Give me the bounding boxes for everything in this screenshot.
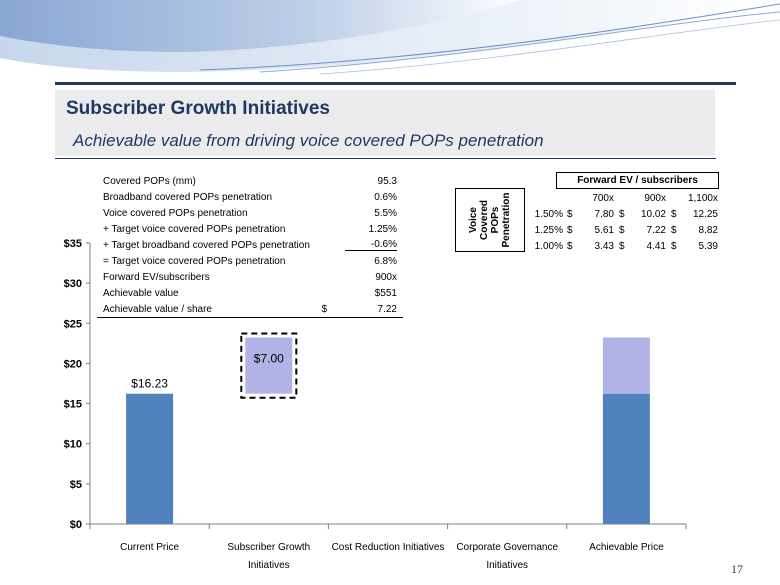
- row-value: $551: [374, 287, 397, 299]
- table-row: Broadband covered POPs penetration 0.6%: [97, 189, 403, 205]
- cell-value: 3.43: [594, 240, 614, 252]
- header-rule-top: [55, 82, 736, 85]
- table-row: + Target voice covered POPs penetration …: [97, 221, 403, 237]
- table-row: 1.00% $3.43 $4.41 $5.39: [527, 238, 723, 254]
- cell-value: 8.82: [698, 224, 718, 236]
- row-label: Achievable value / share: [97, 301, 322, 318]
- y-tick-label: $35: [64, 238, 82, 250]
- bar: [602, 393, 650, 524]
- header-rule-bottom: [55, 158, 716, 159]
- row-value: 1.25%: [368, 223, 397, 235]
- table-row: Voice covered POPs penetration 5.5%: [97, 205, 403, 221]
- table-row: Achievable value $551: [97, 285, 403, 301]
- table-row: = Target voice covered POPs penetration …: [97, 253, 403, 269]
- x-tick-label: Initiatives: [248, 560, 290, 571]
- y-tick-label: $25: [64, 318, 82, 330]
- row-label: Broadband covered POPs penetration: [103, 191, 272, 203]
- header-swoosh-graphic: [0, 0, 780, 75]
- data-label: $7.00: [254, 352, 284, 366]
- row-value: 95.3: [377, 175, 397, 187]
- row-label: Voice covered POPs penetration: [103, 207, 248, 219]
- title-panel: [55, 90, 715, 156]
- row-pct: 1.00%: [534, 240, 563, 252]
- row-pct: 1.50%: [534, 208, 563, 220]
- x-tick-label: Corporate Governance: [456, 542, 558, 553]
- y-tick-label: $30: [64, 278, 82, 290]
- x-tick-label: Cost Reduction Initiatives: [332, 542, 445, 553]
- x-tick-label: Current Price: [120, 542, 179, 553]
- row-value: -0.6%: [336, 237, 404, 253]
- y-tick-label: $10: [64, 439, 82, 451]
- cell-value: 4.41: [646, 240, 666, 252]
- column-header: 700x: [592, 192, 614, 204]
- row-label: + Target voice covered POPs penetration: [103, 223, 286, 235]
- column-header: 1,100x: [687, 192, 718, 204]
- penetration-label-box: [455, 188, 525, 252]
- x-tick-label: Subscriber Growth: [227, 542, 310, 553]
- cell-value: 10.02: [640, 208, 666, 220]
- y-tick-label: $0: [70, 519, 82, 531]
- row-pct: 1.25%: [534, 224, 563, 236]
- row-value: 6.8%: [374, 255, 397, 267]
- page-subtitle: Achievable value from driving voice cove…: [73, 131, 544, 150]
- y-tick-label: $5: [70, 479, 82, 491]
- ev-header-box: [556, 172, 719, 189]
- ev-header: Forward EV / subscribers: [577, 175, 698, 186]
- row-label: Forward EV/subscribers: [103, 271, 210, 283]
- cell-value: 5.39: [698, 240, 718, 252]
- table-header-row: 700x 900x 1,100x: [527, 190, 723, 206]
- table-row: Achievable value / share $ 7.22: [97, 301, 403, 318]
- row-value: 5.5%: [374, 207, 397, 219]
- row-label: = Target voice covered POPs penetration: [103, 255, 286, 267]
- y-tick-label: $15: [64, 399, 82, 411]
- row-label: Covered POPs (mm): [103, 175, 196, 187]
- cell-value: 12.25: [692, 208, 718, 220]
- column-header: 900x: [644, 192, 666, 204]
- table-row: Covered POPs (mm) 95.3: [97, 173, 403, 189]
- x-tick-label: Achievable Price: [589, 542, 664, 553]
- highlight-dashed-box: [240, 332, 298, 399]
- cell-value: 5.61: [594, 224, 614, 236]
- y-tick-label: $20: [64, 358, 82, 370]
- assumptions-table: Covered POPs (mm) 95.3 Broadband covered…: [97, 173, 403, 318]
- row-label: Achievable value: [103, 287, 179, 299]
- row-value: 900x: [375, 271, 397, 283]
- table-row: + Target broadband covered POPs penetrat…: [97, 237, 403, 253]
- penetration-axis-label: Voice Covered POPs Penetration: [468, 192, 512, 248]
- bar: [126, 393, 174, 524]
- page-title: Subscriber Growth Initiatives: [66, 98, 330, 119]
- page-number: 17: [731, 562, 743, 576]
- table-row: 1.50% $7.80 $10.02 $12.25: [527, 206, 723, 222]
- table-row: Forward EV/subscribers 900x: [97, 269, 403, 285]
- cell-value: 7.80: [594, 208, 614, 220]
- row-currency: $: [321, 301, 336, 318]
- bar: [245, 337, 293, 394]
- data-label: $16.23: [131, 377, 168, 391]
- table-row: 1.25% $5.61 $7.22 $8.82: [527, 222, 723, 238]
- row-label: + Target broadband covered POPs penetrat…: [103, 239, 310, 251]
- row-value: 7.22: [335, 301, 403, 318]
- cell-value: 7.22: [646, 224, 666, 236]
- row-value: 0.6%: [374, 191, 397, 203]
- bar: [602, 337, 650, 394]
- x-tick-label: Initiatives: [486, 560, 528, 571]
- sensitivity-table: 700x 900x 1,100x 1.50% $7.80 $10.02 $12.…: [527, 190, 723, 254]
